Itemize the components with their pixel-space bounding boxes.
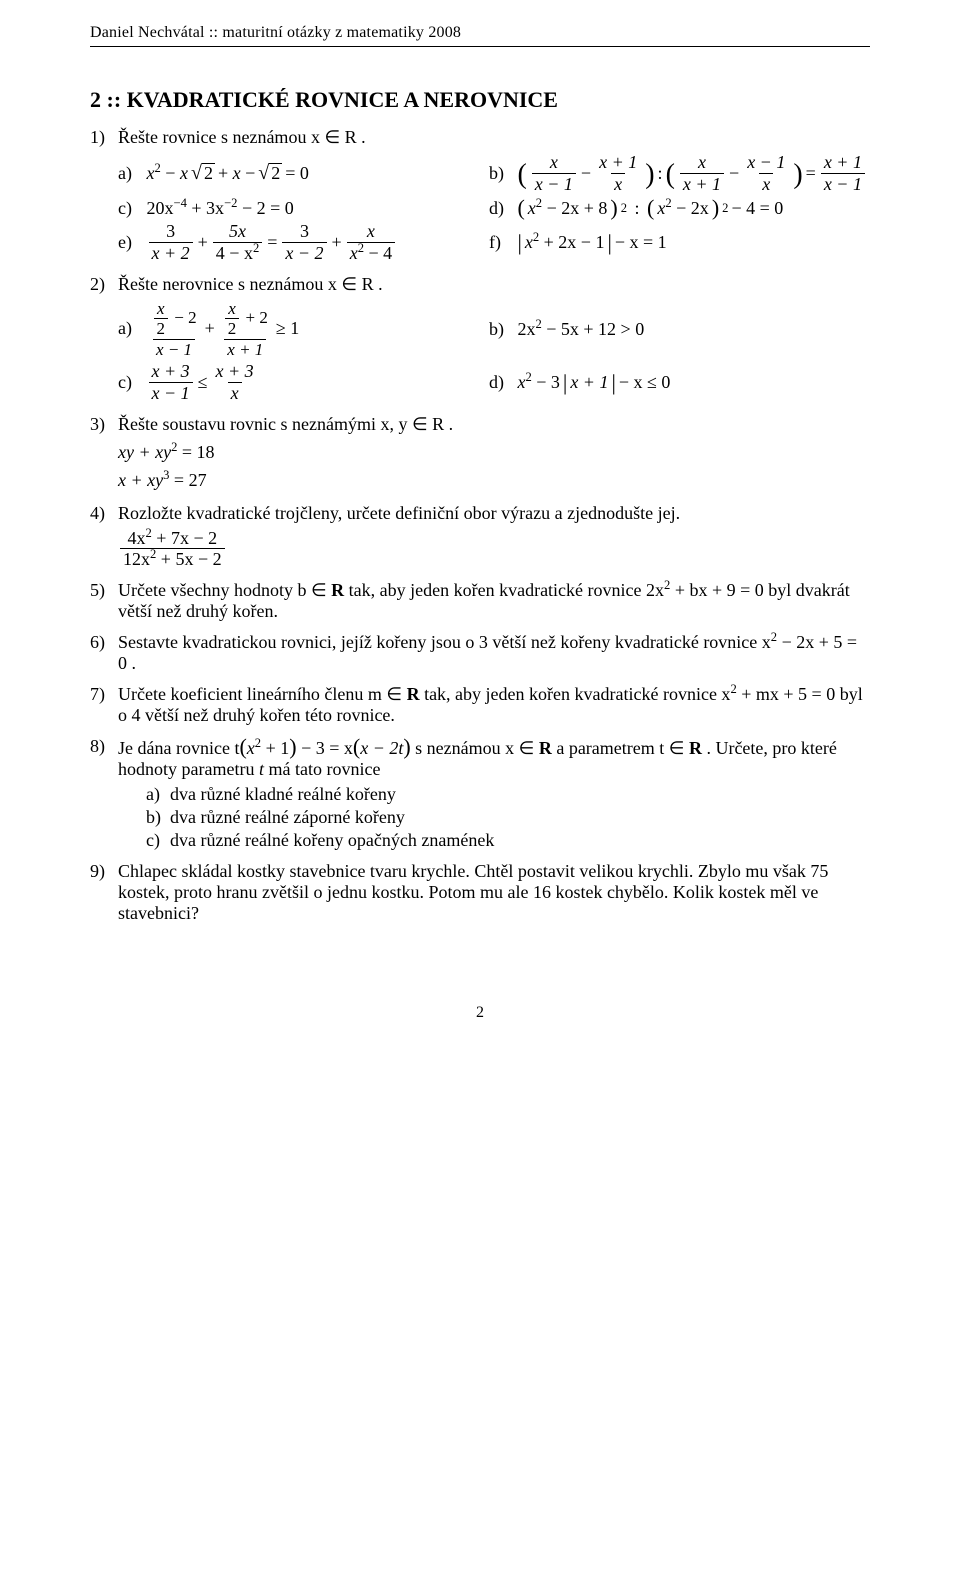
problem-text: Řešte rovnice s neznámou x ∈ R .	[118, 127, 870, 148]
problem-text: Určete všechny hodnoty b ∈ R tak, aby je…	[118, 580, 870, 622]
problem-2: 2) Řešte nerovnice s neznámou x ∈ R . a)…	[90, 274, 870, 404]
problem-text: Určete koeficient lineárního členu m ∈ R…	[118, 684, 870, 726]
problem-text: Sestavte kvadratickou rovnici, jejíž koř…	[118, 632, 870, 674]
problem-number: 1)	[90, 127, 118, 148]
problem-9: 9) Chlapec skládal kostky stavebnice tva…	[90, 861, 870, 924]
problem-number: 4)	[90, 503, 118, 524]
subitem-2a: a) x2 − 2 x − 1 + x2 + 2 x + 1	[118, 299, 479, 360]
problem-5: 5) Určete všechny hodnoty b ∈ R tak, aby…	[90, 580, 870, 622]
problem-number: 5)	[90, 580, 118, 601]
problem-text: Řešte nerovnice s neznámou x ∈ R .	[118, 274, 870, 295]
subitem-2c: c) x + 3x − 1 ≤ x + 3x	[118, 361, 479, 403]
page-title: 2 :: KVADRATICKÉ ROVNICE A NEROVNICE	[90, 87, 870, 113]
problem-1: 1) Řešte rovnice s neznámou x ∈ R . a) x…	[90, 127, 870, 264]
subitems-8: a)dva různé kladné reálné kořeny b)dva r…	[146, 784, 870, 851]
subitem-2d: d) x2 − 3 | x + 1 | − x ≤ 0	[489, 371, 870, 394]
problem-8: 8) Je dána rovnice t(x2 + 1) − 3 = x(x −…	[90, 736, 870, 851]
problem-4: 4) Rozložte kvadratické trojčleny, určet…	[90, 503, 870, 570]
doc-header: Daniel Nechvátal :: maturitní otázky z m…	[90, 24, 870, 42]
problem-number: 7)	[90, 684, 118, 705]
problem-text: Řešte soustavu rovnic s neznámými x, y ∈…	[118, 414, 870, 435]
subitem-1e: e) 3x + 2 + 5x4 − x2 = 3x − 2 + xx2 − 4	[118, 221, 479, 263]
subitem-1c: c) 20x−4 + 3x−2 − 2 = 0	[118, 197, 479, 219]
subitem-1f: f) | x2 + 2x − 1 | − x = 1	[489, 231, 870, 254]
problem-7: 7) Určete koeficient lineárního členu m …	[90, 684, 870, 726]
problem-number: 6)	[90, 632, 118, 653]
problem-number: 3)	[90, 414, 118, 435]
problem-number: 9)	[90, 861, 118, 882]
header-divider	[90, 46, 870, 47]
page-number: 2	[90, 1004, 870, 1022]
problem-text: Je dána rovnice t(x2 + 1) − 3 = x(x − 2t…	[118, 736, 870, 780]
subitem-2b: b) 2x2 − 5x + 12 > 0	[489, 318, 870, 340]
problem-6: 6) Sestavte kvadratickou rovnici, jejíž …	[90, 632, 870, 674]
problem-text: Chlapec skládal kostky stavebnice tvaru …	[118, 861, 870, 924]
page: Daniel Nechvátal :: maturitní otázky z m…	[0, 0, 960, 1062]
subitem-1b: b) ( xx − 1 − x + 1x ) : ( xx + 1 − x − …	[489, 152, 870, 194]
subitem-1a: a) x2 − x √2 + x − √2 = 0	[118, 162, 479, 184]
problem-number: 8)	[90, 736, 118, 757]
problem-number: 2)	[90, 274, 118, 295]
subitem-1d: d) (x2 − 2x + 8)2 : (x2 − 2x)2 − 4 = 0	[489, 196, 870, 219]
problem-text: Rozložte kvadratické trojčleny, určete d…	[118, 503, 870, 524]
problem-3: 3) Řešte soustavu rovnic s neznámými x, …	[90, 414, 870, 493]
